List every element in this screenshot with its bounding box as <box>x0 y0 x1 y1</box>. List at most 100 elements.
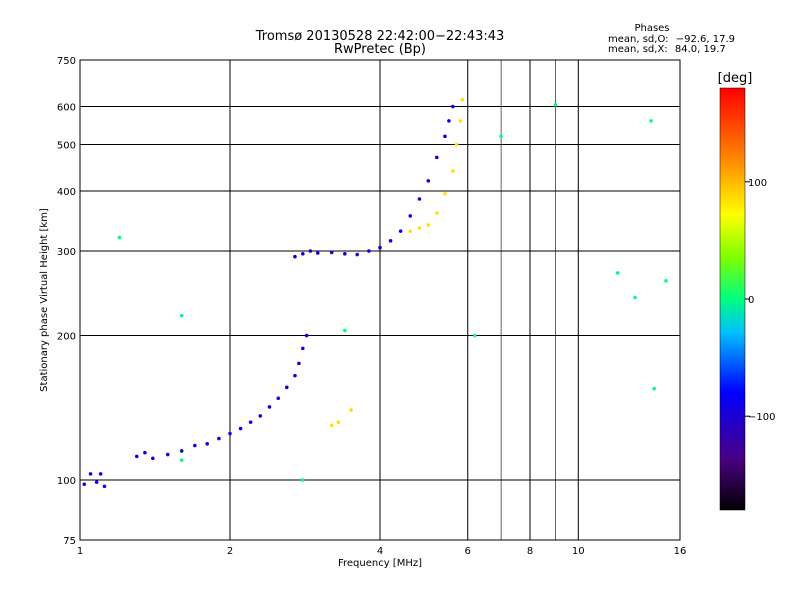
data-point <box>301 252 305 256</box>
data-point <box>151 456 155 461</box>
y-tick-label: 500 <box>57 141 76 152</box>
y-tick-label: 300 <box>57 247 76 258</box>
x-tick-label: 10 <box>572 546 585 557</box>
data-point <box>179 313 184 318</box>
data-point <box>301 346 305 351</box>
y-tick-label: 750 <box>57 56 76 67</box>
data-point <box>349 408 353 412</box>
data-point <box>355 252 359 257</box>
data-point <box>304 333 309 338</box>
data-point <box>293 254 297 259</box>
data-point <box>329 423 334 428</box>
data-point <box>378 245 382 250</box>
data-point <box>94 480 99 484</box>
phases-header: Phases <box>634 23 669 34</box>
y-tick-label: 75 <box>63 536 76 547</box>
y-tick-label: 100 <box>57 476 76 487</box>
phases-stat-x: mean, sd,X: 84.0, 19.7 <box>608 44 726 55</box>
y-ticks-layer: 75 100 200 300 400 500 600 750 <box>57 56 76 547</box>
data-point <box>388 239 393 243</box>
points-layer <box>82 97 668 489</box>
x-tick-label: 8 <box>527 546 533 557</box>
y-tick-label: 200 <box>57 332 76 343</box>
y-tick-label: 600 <box>57 103 76 114</box>
data-point <box>343 252 347 256</box>
data-point <box>82 482 87 487</box>
data-point <box>193 443 197 448</box>
data-point <box>447 119 451 123</box>
data-point <box>293 373 297 378</box>
colorbar-ticks-layer: 100 0 −100 <box>745 178 775 423</box>
data-point <box>553 102 558 107</box>
data-point <box>228 431 232 436</box>
colorbar-tick-label: −100 <box>748 412 775 423</box>
phases-stat-o: mean, sd,O: −92.6, 17.9 <box>608 34 735 45</box>
data-point <box>451 169 455 173</box>
data-point <box>134 454 139 459</box>
data-point <box>117 235 122 240</box>
data-point <box>633 295 637 300</box>
data-point <box>248 420 253 424</box>
data-point <box>408 214 413 218</box>
data-point <box>473 333 477 338</box>
data-point <box>434 211 439 215</box>
x-axis-label: Frequency [MHz] <box>338 558 422 569</box>
x-tick-label: 1 <box>77 546 83 557</box>
chart-title-line2: RwPretec (Bp) <box>334 42 426 57</box>
data-point <box>664 279 668 283</box>
data-point <box>297 361 301 366</box>
x-tick-label: 4 <box>377 546 383 557</box>
data-point <box>258 414 263 418</box>
data-point <box>336 420 341 424</box>
phases-stat-x-label: mean, sd,X: <box>608 44 668 55</box>
data-point <box>329 250 334 255</box>
phases-stat-o-label: mean, sd,O: <box>608 34 669 45</box>
data-point <box>652 386 656 391</box>
data-point <box>417 197 422 201</box>
data-point <box>179 458 184 462</box>
data-point <box>451 104 455 109</box>
x-tick-label: 16 <box>674 546 687 557</box>
data-point <box>284 385 289 390</box>
data-point <box>367 249 371 253</box>
data-point <box>98 472 103 476</box>
chart-title-line1: Tromsø 20130528 22:42:00−22:43:43 <box>255 29 505 44</box>
data-point <box>301 478 305 482</box>
data-point <box>615 271 620 275</box>
colorbar-unit-label: [deg] <box>718 71 753 86</box>
grid-layer <box>80 60 680 540</box>
data-point <box>315 251 320 255</box>
data-point <box>499 134 503 139</box>
data-point <box>343 328 347 333</box>
phases-stat-o-values: −92.6, 17.9 <box>676 34 735 45</box>
x-tick-label: 2 <box>227 546 233 557</box>
data-point <box>408 229 413 233</box>
data-point <box>102 484 107 489</box>
data-point <box>454 142 459 147</box>
data-point <box>88 472 93 476</box>
data-point <box>267 405 272 409</box>
data-point <box>434 155 439 160</box>
data-point <box>649 119 653 123</box>
data-point <box>276 396 281 401</box>
data-point <box>443 191 447 196</box>
data-point <box>460 97 465 102</box>
data-point <box>165 452 170 457</box>
y-tick-label: 400 <box>57 187 76 198</box>
data-point <box>205 441 209 446</box>
data-point <box>217 436 221 441</box>
colorbar <box>719 87 746 511</box>
data-point <box>426 179 431 183</box>
plot-frame <box>79 59 681 541</box>
colorbar-tick-label: 100 <box>748 178 767 189</box>
data-point <box>238 426 243 431</box>
data-point <box>417 226 422 230</box>
data-point <box>143 450 147 455</box>
y-axis-label: Stationary phase Virtual Height [km] <box>39 208 50 392</box>
data-point <box>426 223 431 227</box>
data-point <box>398 229 403 233</box>
data-point <box>179 449 184 453</box>
data-point <box>308 249 313 253</box>
data-point <box>443 134 447 139</box>
